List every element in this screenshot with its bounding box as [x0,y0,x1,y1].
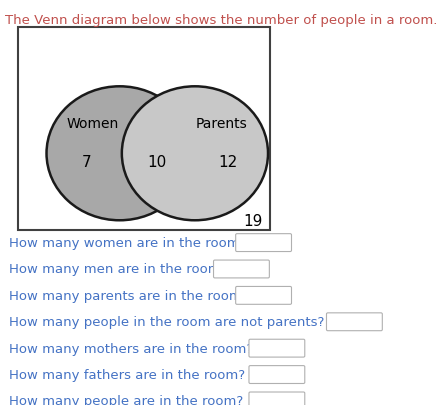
Circle shape [122,87,268,221]
Text: The Venn diagram below shows the number of people in a room.: The Venn diagram below shows the number … [5,14,438,27]
Text: How many people are in the room?: How many people are in the room? [9,394,243,405]
Text: 19: 19 [243,213,262,228]
Text: How many mothers are in the room?: How many mothers are in the room? [9,342,253,355]
FancyBboxPatch shape [236,234,291,252]
Text: How many parents are in the room?: How many parents are in the room? [9,289,249,302]
FancyBboxPatch shape [326,313,382,331]
Text: 7: 7 [82,155,91,169]
FancyBboxPatch shape [249,339,305,357]
FancyBboxPatch shape [214,260,269,278]
Bar [18,28,270,231]
Text: How many fathers are in the room?: How many fathers are in the room? [9,368,245,381]
Text: Women: Women [67,117,119,130]
FancyBboxPatch shape [249,366,305,384]
Text: How many men are in the room?: How many men are in the room? [9,263,227,276]
FancyBboxPatch shape [249,392,305,405]
Text: 10: 10 [148,155,167,169]
Text: 12: 12 [218,155,238,169]
Text: How many people in the room are not parents?: How many people in the room are not pare… [9,315,324,328]
Text: How many women are in the room?: How many women are in the room? [9,237,246,249]
Circle shape [47,87,193,221]
Text: Parents: Parents [196,117,247,130]
FancyBboxPatch shape [236,287,291,305]
